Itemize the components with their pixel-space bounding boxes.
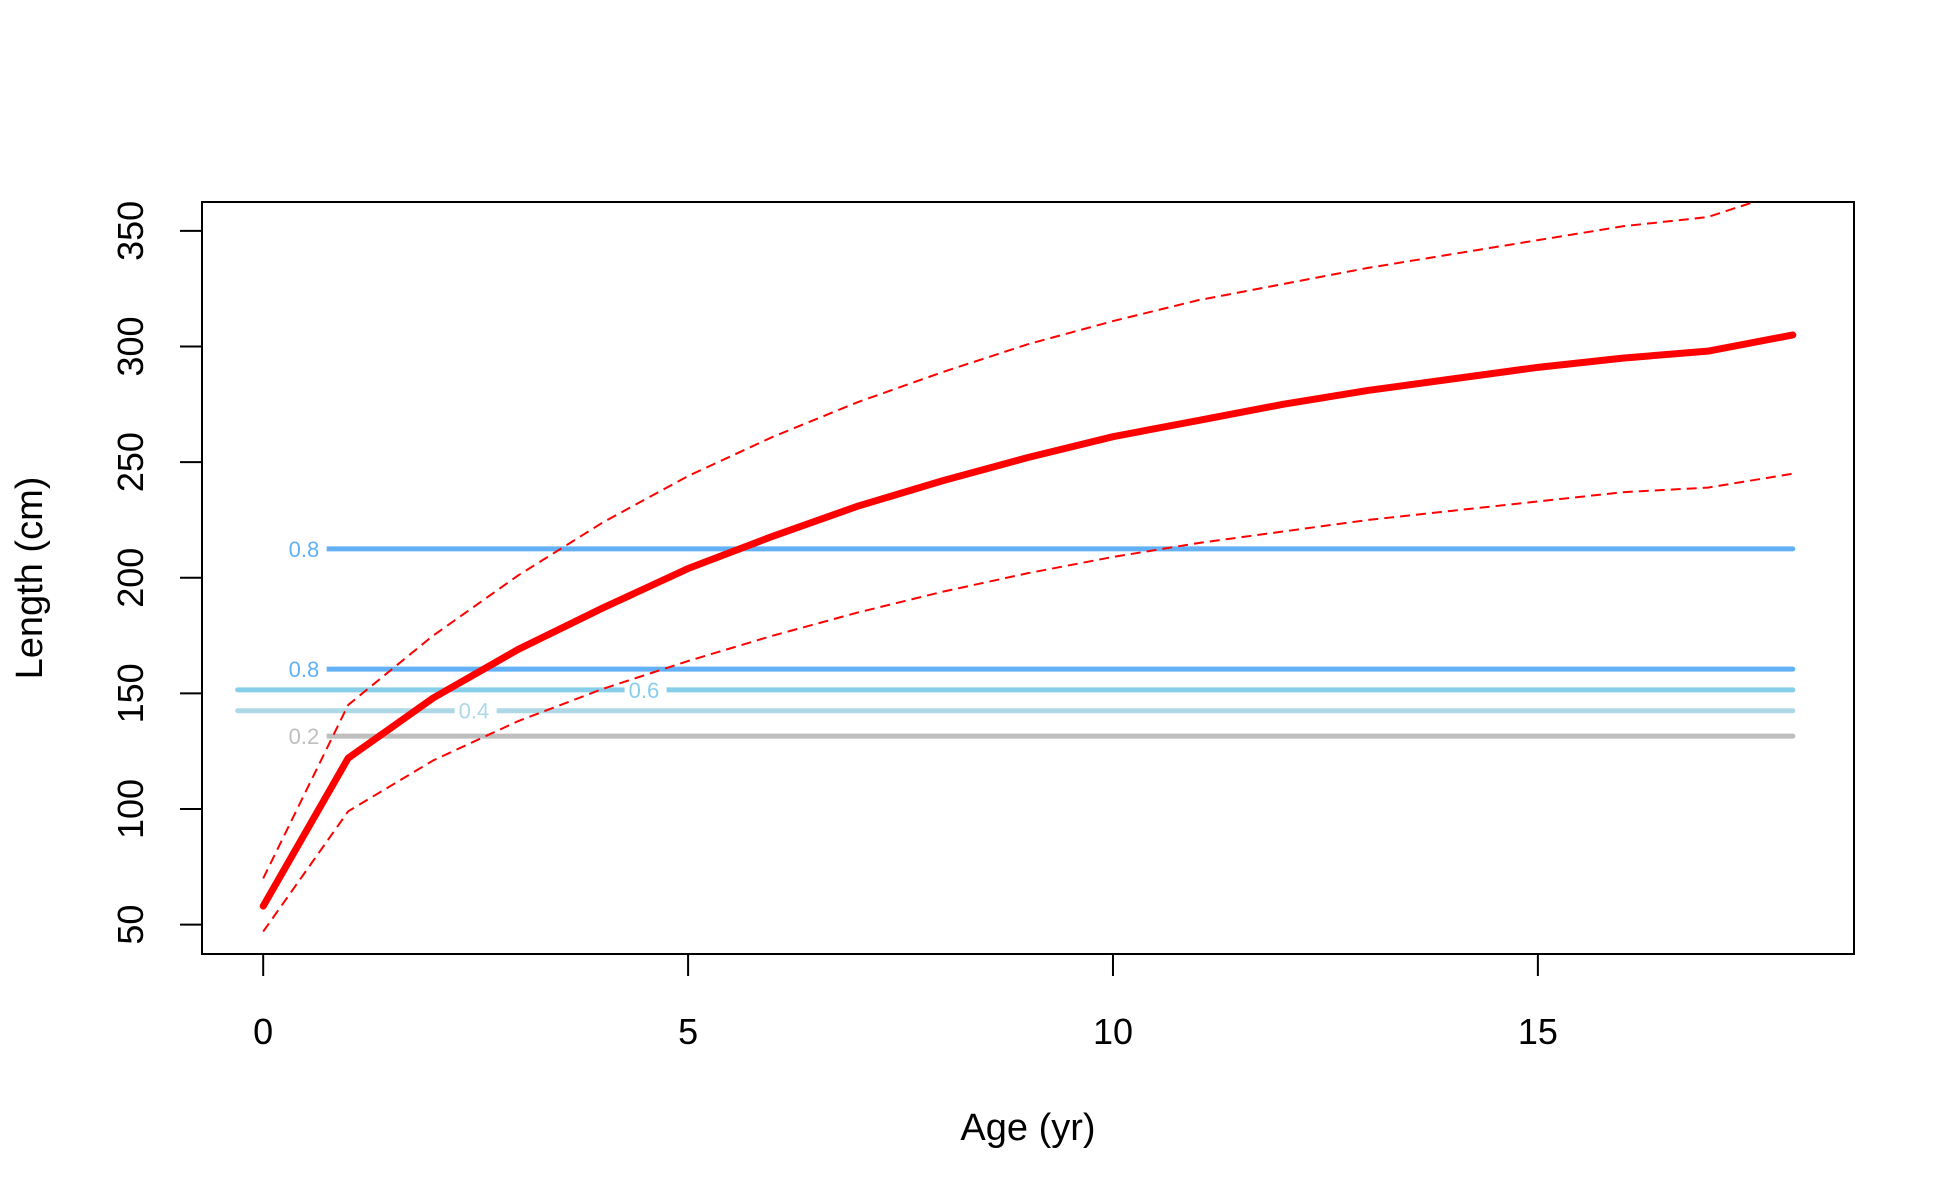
reference-lines: 0.8 0.8 0.6 0.4 0.2	[235, 536, 1796, 749]
y-tick-label: 150	[110, 663, 151, 723]
reference-line-label: 0.6	[629, 678, 660, 703]
x-axis: 0 5 10 15	[253, 953, 1558, 1052]
y-tick-label: 50	[110, 905, 151, 945]
reference-label-bg	[624, 677, 667, 702]
y-tick-label: 250	[110, 432, 151, 492]
series-line-mean	[259, 331, 1797, 910]
series-line-lower	[262, 472, 1793, 933]
series-lines	[259, 202, 1797, 933]
y-axis: 50 100 150 200 250 300 350	[110, 201, 203, 945]
x-axis-label: Age (yr)	[960, 1107, 1095, 1149]
series-line-upper	[262, 202, 1758, 879]
reference-line-label: 0.4	[459, 699, 490, 724]
y-tick-label: 100	[110, 779, 151, 839]
reference-label-bg	[284, 724, 327, 749]
x-tick-label: 15	[1518, 1011, 1558, 1052]
y-tick-label: 200	[110, 548, 151, 608]
y-axis-label: Length (cm)	[9, 477, 51, 680]
x-tick-label: 0	[253, 1011, 273, 1052]
reference-label-bg	[284, 657, 327, 682]
reference-line-label: 0.2	[289, 724, 320, 749]
reference-line-label: 0.8	[289, 537, 320, 562]
reference-label-bg	[454, 698, 497, 723]
x-tick-label: 5	[678, 1011, 698, 1052]
y-tick-label: 300	[110, 316, 151, 376]
reference-label-bg	[284, 536, 327, 561]
plot-frame	[201, 201, 1855, 955]
reference-line-label: 0.8	[289, 657, 320, 682]
y-tick-label: 350	[110, 201, 151, 261]
x-tick-label: 10	[1093, 1011, 1133, 1052]
